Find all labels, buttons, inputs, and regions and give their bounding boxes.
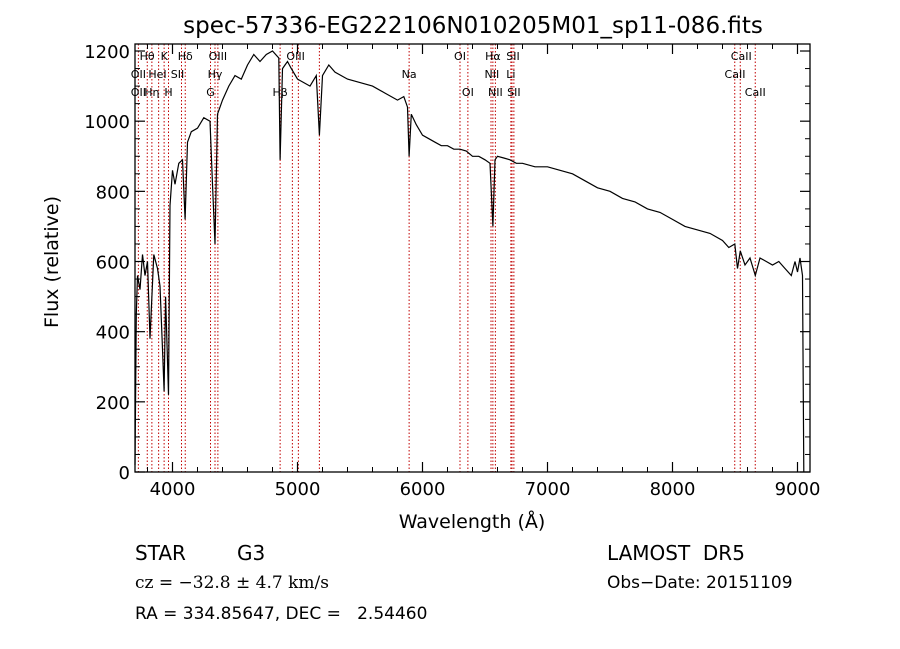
x-tick-label: 8000 bbox=[650, 479, 696, 500]
line-label: Hη bbox=[144, 86, 159, 99]
line-label: SII bbox=[506, 50, 519, 63]
y-tick-label: 600 bbox=[96, 253, 130, 274]
line-label: SII bbox=[171, 68, 184, 81]
object-class: STAR bbox=[135, 541, 186, 565]
object-subclass: G3 bbox=[237, 541, 266, 565]
survey-name: LAMOST DR5 bbox=[607, 541, 745, 565]
x-axis-label: Wavelength (Å) bbox=[399, 510, 546, 533]
line-label: H bbox=[164, 86, 172, 99]
x-axis: 4000 5000 6000 7000 8000 9000 bbox=[147, 44, 821, 500]
line-label: Hα bbox=[485, 50, 501, 63]
chart-title: spec-57336-EG222106N010205M01_sp11-086.f… bbox=[183, 13, 763, 39]
line-label: OI bbox=[462, 86, 474, 99]
x-tick-label: 9000 bbox=[775, 479, 821, 500]
x-tick-label: 4000 bbox=[150, 479, 196, 500]
y-tick-label: 1200 bbox=[84, 42, 130, 63]
x-tick-label: 7000 bbox=[525, 479, 571, 500]
coordinates: RA = 334.85647, DEC = 2.54460 bbox=[135, 604, 428, 624]
line-label: Li bbox=[506, 68, 515, 81]
line-label: CaII bbox=[745, 86, 766, 99]
y-tick-label: 200 bbox=[96, 393, 130, 414]
line-label: NII bbox=[485, 68, 500, 81]
line-label: SII bbox=[507, 86, 520, 99]
line-label: OI bbox=[454, 50, 466, 63]
plot-frame bbox=[134, 43, 811, 473]
line-label: Hδ bbox=[178, 50, 193, 63]
line-label: Na bbox=[402, 68, 417, 81]
y-tick-label: 1000 bbox=[84, 112, 130, 133]
line-label: G bbox=[206, 86, 215, 99]
line-label: HeI bbox=[148, 68, 166, 81]
y-tick-label: 0 bbox=[119, 463, 130, 484]
redshift-text: cz = −32.8 ± 4.7 km/s bbox=[135, 573, 329, 593]
line-markers bbox=[137, 44, 756, 472]
y-tick-label: 400 bbox=[96, 323, 130, 344]
line-label: OII bbox=[131, 68, 146, 81]
y-axis: 0 200 400 600 800 1000 1200 bbox=[84, 42, 810, 484]
line-label: Hβ bbox=[272, 86, 287, 99]
line-label: OIII bbox=[209, 50, 227, 63]
line-label: K bbox=[161, 50, 169, 63]
line-label: Hθ bbox=[140, 50, 155, 63]
line-label: OIII bbox=[286, 50, 304, 63]
line-label: CaII bbox=[725, 68, 746, 81]
line-labels: Hθ K Hδ OIII OIII OI Hα SII CaII OII HeI SII Hγ Na NII… bbox=[131, 50, 766, 99]
x-tick-label: 5000 bbox=[275, 479, 321, 500]
obs-date: Obs−Date: 20151109 bbox=[607, 573, 793, 593]
line-label: Hγ bbox=[208, 68, 223, 81]
line-label: CaII bbox=[731, 50, 752, 63]
x-tick-label: 6000 bbox=[400, 479, 446, 500]
y-axis-label: Flux (relative) bbox=[41, 196, 63, 328]
y-tick-label: 800 bbox=[96, 182, 130, 203]
spectrum-line bbox=[134, 50, 805, 473]
line-label: NII bbox=[488, 86, 503, 99]
